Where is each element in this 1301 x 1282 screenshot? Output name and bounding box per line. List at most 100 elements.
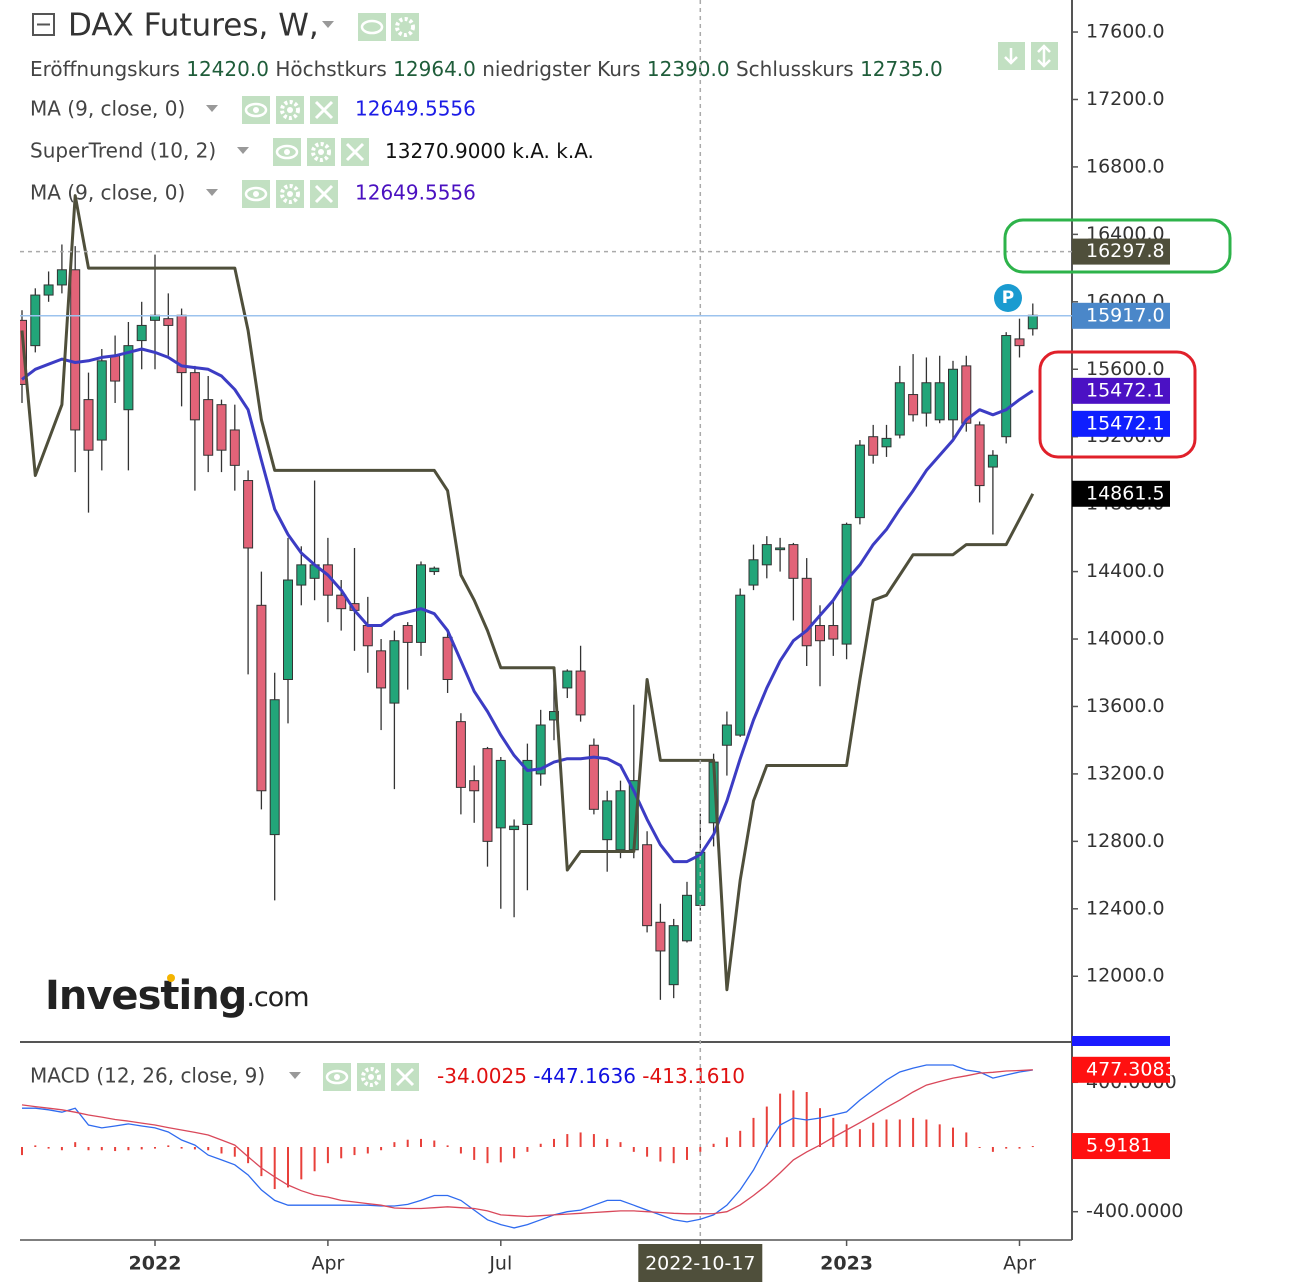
eye-icon: [360, 19, 384, 35]
candle-body: [123, 345, 134, 411]
candle-body: [216, 404, 227, 451]
histogram-bar: [912, 1117, 915, 1147]
y-tick-label: 16800.0: [1086, 155, 1165, 177]
candle-body: [455, 721, 466, 788]
logo: Investing.com: [45, 973, 309, 1019]
x-tick-label: Apr: [311, 1253, 344, 1275]
indicator-buttons[interactable]: [323, 1063, 419, 1091]
indicator-line: [21, 347, 1034, 864]
y-tick-label: -400.0000: [1086, 1200, 1184, 1222]
candle-body: [83, 399, 94, 451]
indicator-dropdown[interactable]: [289, 1072, 301, 1079]
candle-body: [642, 844, 653, 927]
ohlc-legend: Eröffnungskurs 12420.0 Höchstkurs 12964.…: [30, 57, 943, 81]
x-tick-highlight: [638, 1244, 763, 1282]
ohlc-label: Schlusskurs: [736, 57, 854, 81]
highlight-box: [1038, 350, 1197, 459]
histogram-bar: [925, 1119, 928, 1147]
histogram-bar: [60, 1146, 63, 1151]
x-tick-label: Apr: [1003, 1253, 1036, 1275]
histogram-bar: [220, 1146, 223, 1154]
candle-body: [336, 594, 347, 610]
candle-body: [429, 567, 440, 573]
ohlc-label: Eröffnungskurs: [30, 57, 180, 81]
candle-body: [721, 724, 732, 746]
histogram-bar: [579, 1132, 582, 1147]
arrow-icon: [1037, 44, 1051, 68]
badge[interactable]: [994, 284, 1022, 312]
indicator-value: k.A.: [512, 139, 550, 163]
histogram-bar: [420, 1138, 422, 1147]
candle-body: [894, 382, 905, 436]
candle-body: [815, 625, 825, 642]
indicator-dropdown[interactable]: [237, 147, 249, 154]
histogram-bar: [606, 1138, 609, 1147]
histogram-bar: [765, 1106, 768, 1147]
gear-icon: [395, 17, 415, 37]
histogram-bar: [832, 1117, 835, 1147]
histogram-bar: [858, 1129, 861, 1147]
histogram-bar: [47, 1146, 50, 1149]
y-tick-label: 12800.0: [1086, 830, 1165, 852]
candle-body: [987, 454, 998, 468]
title-dropdown[interactable]: [322, 21, 334, 28]
histogram-bar: [21, 1146, 23, 1156]
candle-body: [362, 625, 373, 647]
candle-body: [243, 480, 254, 549]
ohlc-value: 12390.0: [647, 57, 730, 81]
candle-body: [1027, 314, 1038, 330]
candle-body: [974, 424, 985, 487]
histogram-bar: [965, 1132, 968, 1147]
indicator-value: 12649.5556: [355, 181, 476, 205]
axis-tag: [1072, 1056, 1170, 1083]
candle-body: [96, 360, 107, 441]
histogram-bar: [499, 1146, 502, 1163]
histogram-bar: [193, 1146, 196, 1150]
indicator-buttons[interactable]: [242, 96, 338, 124]
candle-body: [668, 925, 679, 986]
candle-body: [921, 382, 932, 414]
histogram-bar: [326, 1146, 329, 1164]
indicator-buttons[interactable]: [242, 180, 338, 208]
candle-body: [495, 759, 506, 829]
histogram-bar: [739, 1130, 742, 1147]
histogram-bar: [486, 1146, 489, 1164]
ohlc-label: niedrigster Kurs: [482, 57, 640, 81]
candle-body: [588, 744, 599, 810]
arrow-icon: [1004, 48, 1018, 65]
axis-tag: [1072, 1133, 1170, 1160]
axis-tag-label: 15472.1: [1086, 412, 1165, 434]
histogram-bar: [287, 1146, 289, 1188]
indicator-dropdown[interactable]: [206, 105, 218, 112]
indicator-value: 12649.5556: [355, 97, 476, 121]
indicator-name: MA (9, close, 0): [30, 97, 185, 121]
indicator-value: 13270.9000 k.A. k.A.: [385, 139, 594, 163]
candle-body: [203, 399, 214, 456]
indicator-value: 13270.9000: [385, 139, 506, 163]
histogram-bar: [646, 1146, 649, 1157]
histogram-bar: [433, 1140, 436, 1147]
axis-tag: [1072, 480, 1170, 507]
candle-body: [934, 382, 945, 421]
macd-value: -413.1610: [642, 1064, 745, 1088]
candle-body: [269, 699, 280, 836]
price-plot: [20, 194, 1038, 1000]
indicator-buttons[interactable]: [273, 138, 369, 166]
histogram-bar: [725, 1137, 728, 1147]
collapse-button[interactable]: [32, 13, 55, 36]
indicator-dropdown[interactable]: [206, 189, 218, 196]
histogram-bar: [712, 1143, 715, 1147]
y-tick-label: 15600.0: [1086, 358, 1165, 380]
candle-body: [110, 355, 121, 382]
y-tick-label: 14000.0: [1086, 628, 1165, 650]
candle-body: [70, 269, 81, 431]
y-tick-label: 13600.0: [1086, 695, 1165, 717]
histogram-bar: [699, 1146, 702, 1152]
candle-body: [961, 365, 972, 424]
candle-body: [602, 800, 613, 841]
histogram-bar: [566, 1134, 569, 1147]
candle-body: [575, 670, 586, 716]
candle-body: [229, 429, 240, 466]
candle-body: [56, 269, 67, 286]
